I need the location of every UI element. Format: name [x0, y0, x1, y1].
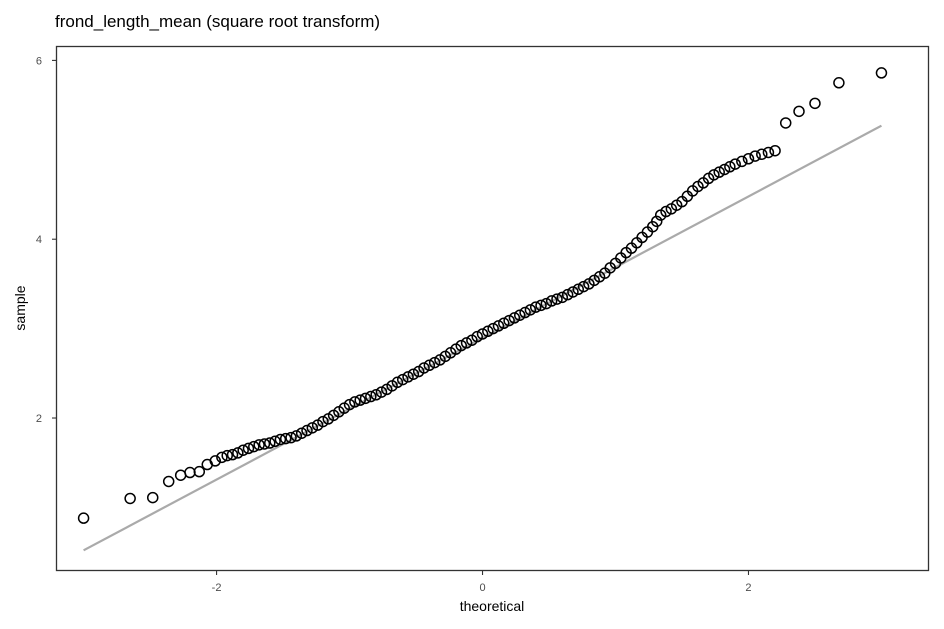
data-point	[833, 77, 845, 89]
data-point	[713, 166, 725, 178]
y-axis-title: sample	[12, 285, 28, 330]
data-point	[519, 306, 531, 319]
y-tick-label: 6	[36, 55, 42, 67]
data-point	[274, 433, 287, 446]
y-tick-label: 4	[36, 234, 42, 246]
data-point	[209, 455, 221, 467]
data-point	[736, 155, 748, 168]
data-point	[232, 447, 244, 459]
data-point	[779, 117, 792, 129]
data-point	[237, 444, 249, 456]
x-tick-label: 0	[479, 582, 485, 594]
data-point	[193, 465, 206, 478]
data-point	[660, 205, 672, 218]
data-point	[492, 320, 505, 332]
x-axis-title: theoretical	[460, 598, 525, 614]
data-point	[407, 368, 420, 380]
data-point	[514, 309, 526, 321]
data-point	[77, 512, 90, 524]
data-point	[793, 105, 805, 118]
data-point	[556, 291, 569, 304]
data-point	[650, 215, 663, 228]
data-point	[423, 359, 436, 372]
data-point	[572, 283, 585, 296]
data-point	[216, 451, 228, 464]
data-point	[279, 432, 292, 445]
data-point	[306, 422, 319, 434]
data-point	[221, 449, 233, 462]
data-point	[567, 286, 579, 298]
data-point	[769, 144, 781, 157]
data-point	[253, 439, 265, 451]
data-point	[370, 389, 382, 401]
data-point	[742, 153, 755, 165]
chart-title: frond_length_mean (square root transform…	[55, 12, 380, 31]
x-tick-label: 2	[745, 582, 751, 594]
data-point	[365, 390, 377, 403]
data-point	[295, 427, 308, 439]
x-tick-label: -2	[212, 582, 222, 594]
data-point	[471, 330, 483, 343]
data-point	[577, 280, 590, 293]
data-point	[428, 356, 441, 369]
data-point	[460, 337, 473, 349]
data-point	[875, 67, 888, 79]
data-point	[529, 301, 542, 313]
data-point	[482, 325, 494, 338]
data-point	[402, 371, 414, 383]
data-point	[724, 161, 736, 173]
data-point	[226, 448, 239, 461]
data-point	[343, 398, 356, 411]
data-point	[359, 392, 372, 405]
data-point	[708, 169, 720, 181]
data-point	[535, 299, 547, 312]
data-point	[349, 396, 361, 408]
data-point	[455, 339, 468, 352]
data-point	[762, 146, 775, 159]
data-point	[248, 440, 260, 453]
data-point	[545, 295, 558, 307]
data-point	[551, 293, 563, 305]
data-point	[285, 431, 297, 444]
data-point	[756, 148, 768, 161]
data-point	[503, 314, 515, 327]
data-point	[162, 475, 175, 488]
data-point	[476, 328, 489, 340]
data-point	[317, 415, 329, 428]
data-point	[809, 97, 821, 110]
data-point	[498, 317, 510, 330]
data-point	[264, 437, 276, 449]
data-point	[749, 150, 761, 162]
data-point	[258, 438, 271, 450]
data-point	[354, 394, 366, 406]
data-point	[391, 376, 404, 389]
data-point	[375, 386, 388, 398]
data-point	[396, 373, 409, 386]
data-point	[718, 163, 731, 176]
data-point	[508, 312, 521, 324]
data-point	[124, 492, 136, 505]
data-point	[418, 362, 430, 374]
data-point	[146, 491, 159, 504]
plot-panel	[55, 45, 930, 572]
data-point	[487, 322, 499, 335]
data-point	[290, 430, 303, 442]
y-tick-label: 2	[36, 413, 42, 425]
data-point	[540, 297, 553, 310]
data-point	[242, 442, 255, 455]
data-point	[524, 304, 537, 316]
data-point	[561, 288, 574, 301]
data-point	[729, 158, 741, 170]
data-point	[269, 435, 281, 448]
data-point	[301, 424, 313, 437]
